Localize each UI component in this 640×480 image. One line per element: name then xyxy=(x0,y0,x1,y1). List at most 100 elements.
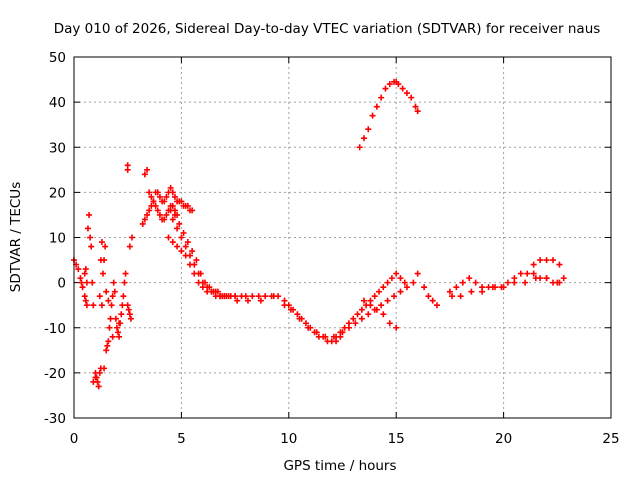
data-point-peak-4h xyxy=(169,202,176,209)
y-tick-label: -30 xyxy=(44,411,66,427)
data-point-rise-12-16h xyxy=(358,306,365,313)
chart-title: Day 010 of 2026, Sidereal Day-to-day VTE… xyxy=(54,21,601,37)
data-point-late-16-23h xyxy=(468,288,475,295)
data-point-late-16-23h xyxy=(530,270,537,277)
data-point-peak-4h xyxy=(178,198,185,205)
data-point-arc-13-16h xyxy=(399,85,406,92)
data-point-early-scatter xyxy=(82,297,89,304)
data-point-descent-5-7h xyxy=(180,229,187,236)
data-point-arc-13-16h xyxy=(360,135,367,142)
data-point-early-scatter xyxy=(87,234,94,241)
data-point-late-16-23h xyxy=(466,275,473,282)
data-point-early-scatter xyxy=(110,279,117,286)
data-point-early-scatter xyxy=(90,302,97,309)
data-point-rise-12-16h xyxy=(414,270,421,277)
data-point-early-scatter xyxy=(125,306,132,313)
data-point-peak-4h xyxy=(146,189,153,196)
data-point-descent-5-7h xyxy=(208,288,215,295)
data-point-trough-7-12h xyxy=(249,293,256,300)
data-point-descent-5-7h xyxy=(178,248,185,255)
data-point-arc-13-16h xyxy=(382,85,389,92)
data-point-descent-5-7h xyxy=(178,234,185,241)
data-point-early-scatter xyxy=(127,315,134,322)
x-tick-label: 20 xyxy=(495,431,512,447)
data-point-peak-4h xyxy=(161,216,168,223)
data-point-early-scatter xyxy=(77,275,84,282)
data-point-descent-5-7h xyxy=(195,279,202,286)
data-point-early-scatter xyxy=(97,257,104,264)
data-point-trough-7-12h xyxy=(255,293,262,300)
data-point-early-scatter xyxy=(116,333,123,340)
data-point-late-16-23h xyxy=(543,257,550,264)
data-point-descent-5-7h xyxy=(174,225,181,232)
data-point-descent-5-7h xyxy=(167,207,174,214)
data-point-peak-4h xyxy=(161,198,168,205)
data-point-rise-12-16h xyxy=(380,311,387,318)
data-point-descent-5-7h xyxy=(191,270,198,277)
data-point-descent-5-7h xyxy=(221,293,228,300)
data-point-peak-4h xyxy=(150,198,157,205)
data-point-trough-7-12h xyxy=(232,293,239,300)
data-point-rise-12-16h xyxy=(367,302,374,309)
data-point-late-16-23h xyxy=(489,284,496,291)
data-point-early-scatter xyxy=(98,239,105,246)
x-tick-label: 10 xyxy=(280,431,297,447)
data-point-early-scatter xyxy=(104,342,111,349)
data-point-early-scatter xyxy=(106,324,113,331)
data-point-peak-4h xyxy=(139,220,146,227)
plot-frame xyxy=(73,56,612,419)
x-tick-label: 25 xyxy=(602,431,619,447)
data-point-descent-5-7h xyxy=(199,284,206,291)
x-tick-label: 5 xyxy=(177,431,186,447)
y-axis-label: SDTVAR / TECUs xyxy=(8,182,24,292)
data-point-trough-7-12h xyxy=(257,297,264,304)
data-point-early-scatter xyxy=(103,347,110,354)
data-point-descent-5-7h xyxy=(169,239,176,246)
y-tick-label: 20 xyxy=(49,185,66,201)
data-point-late-16-23h xyxy=(500,284,507,291)
data-point-arc-13-16h xyxy=(403,90,410,97)
y-tick-label: 40 xyxy=(49,95,66,111)
data-point-rise-12-16h xyxy=(403,284,410,291)
data-point-late-16-23h xyxy=(560,275,567,282)
data-point-early-scatter xyxy=(102,243,109,250)
data-point-late-16-23h xyxy=(421,284,428,291)
data-point-rise-12-16h xyxy=(373,306,380,313)
data-point-descent-5-7h xyxy=(189,248,196,255)
data-point-rise-12-16h xyxy=(391,293,398,300)
data-point-rise-12-16h xyxy=(401,279,408,286)
data-point-early-scatter xyxy=(99,270,106,277)
grid-lines xyxy=(74,57,611,418)
data-point-early-scatter xyxy=(126,243,133,250)
data-point-arc-13-16h xyxy=(395,81,402,88)
data-point-late-16-23h xyxy=(537,257,544,264)
data-point-early-scatter xyxy=(124,162,131,169)
data-point-descent-5-7h xyxy=(186,261,193,268)
data-point-descent-5-7h xyxy=(174,243,181,250)
data-point-descent-5-7h xyxy=(193,257,200,264)
data-point-late-16-23h xyxy=(453,284,460,291)
data-point-late-16-23h xyxy=(511,279,518,286)
data-point-early-scatter xyxy=(109,293,116,300)
data-point-descent-5-7h xyxy=(169,216,176,223)
data-point-peak-4h xyxy=(144,211,151,218)
data-point-rise-12-16h xyxy=(365,311,372,318)
data-point-late-16-23h xyxy=(504,279,511,286)
data-point-rise-12-16h xyxy=(333,333,340,340)
y-tick-label: -10 xyxy=(44,321,66,337)
data-point-rise-12-16h xyxy=(384,297,391,304)
data-point-rise-12-16h xyxy=(378,302,385,309)
data-point-trough-7-12h xyxy=(270,293,277,300)
data-point-early-scatter xyxy=(90,378,97,385)
data-point-trough-7-12h xyxy=(242,293,249,300)
data-point-arc-13-16h xyxy=(369,112,376,119)
data-point-peak-4h xyxy=(184,202,191,209)
data-point-peak-4h xyxy=(141,216,148,223)
data-point-descent-5-7h xyxy=(182,252,189,259)
data-point-trough-7-12h xyxy=(287,306,294,313)
data-point-rise-12-16h xyxy=(358,315,365,322)
data-point-peak-4h xyxy=(171,193,178,200)
data-point-descent-5-7h xyxy=(184,239,191,246)
data-point-rise-12-16h xyxy=(371,293,378,300)
data-point-rise-12-16h xyxy=(360,297,367,304)
